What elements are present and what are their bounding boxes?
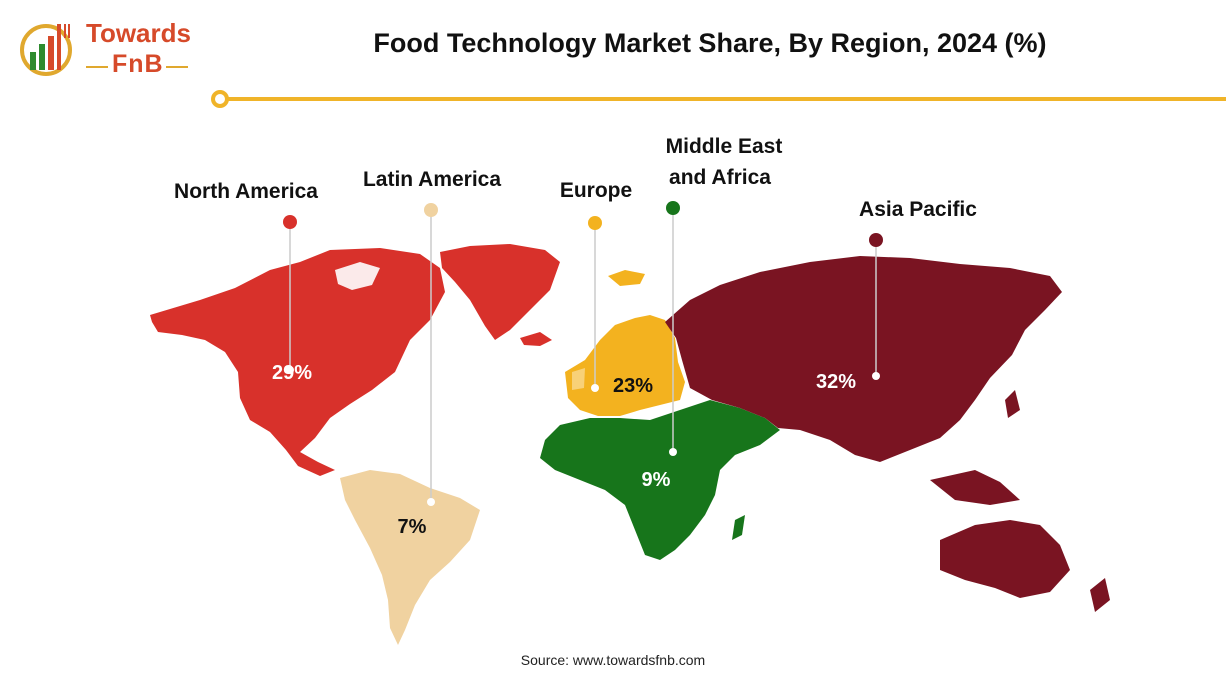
- accent-line-node: [211, 90, 229, 108]
- marker-dot-north-america: [283, 215, 297, 229]
- anchor-dot-north-america: [286, 366, 294, 374]
- region-label-europe: Europe: [560, 179, 632, 202]
- region-latin-america: [340, 470, 480, 645]
- marker-dot-europe: [588, 216, 602, 230]
- region-label-asia-pacific: Asia Pacific: [859, 198, 977, 221]
- brand-logo: Towards FnB: [16, 14, 206, 84]
- region-asia-pacific: [665, 256, 1110, 612]
- logo-line-right: [166, 66, 188, 68]
- anchor-dot-latin-america: [427, 498, 435, 506]
- marker-dot-middle-east-africa: [666, 201, 680, 215]
- brand-name-top: Towards: [86, 18, 191, 48]
- value-label-latin-america: 7%: [398, 516, 427, 538]
- anchor-dot-europe: [591, 384, 599, 392]
- marker-dot-asia-pacific: [869, 233, 883, 247]
- value-label-asia-pacific: 32%: [816, 371, 856, 393]
- source-note: Source: www.towardsfnb.com: [520, 652, 706, 668]
- region-label-middle-east-africa-line1: Middle East: [666, 135, 783, 158]
- value-label-north-america: 29%: [272, 362, 312, 384]
- logo-line-left: [86, 66, 108, 68]
- value-label-middle-east-africa: 9%: [642, 469, 671, 491]
- region-label-latin-america: Latin America: [363, 168, 501, 191]
- brand-name-bottom: FnB: [112, 50, 164, 78]
- marker-dot-latin-america: [424, 203, 438, 217]
- logo-icon: [20, 24, 72, 76]
- anchor-dot-asia-pacific: [872, 372, 880, 380]
- region-label-north-america: North America: [174, 180, 318, 203]
- value-label-europe: 23%: [613, 375, 653, 397]
- page-title: Food Technology Market Share, By Region,…: [373, 28, 1047, 58]
- region-label-middle-east-africa-line2: and Africa: [669, 166, 771, 189]
- region-north-america: [150, 244, 560, 476]
- anchor-dot-middle-east-africa: [669, 448, 677, 456]
- region-middle-east-africa: [540, 400, 780, 560]
